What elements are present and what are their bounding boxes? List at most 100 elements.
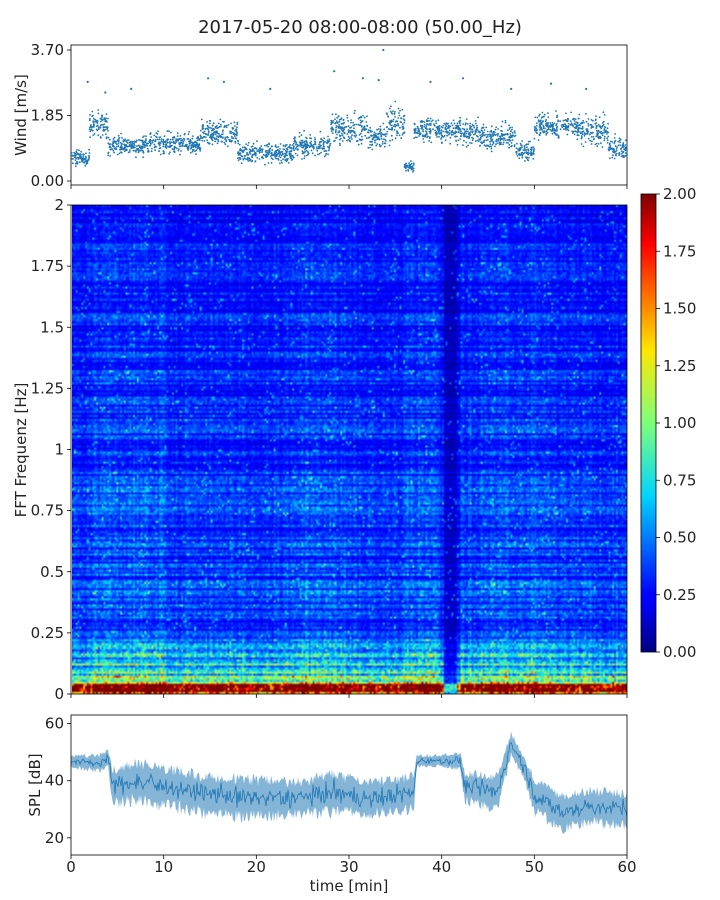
wind-point xyxy=(510,145,512,148)
wind-point xyxy=(347,125,350,128)
wind-point xyxy=(619,141,621,144)
wind-point xyxy=(271,158,274,161)
wind-point xyxy=(100,120,102,123)
wind-point xyxy=(94,118,96,121)
wind-point xyxy=(270,157,273,160)
wind-point xyxy=(306,145,309,148)
wind-point xyxy=(489,143,492,146)
wind-point xyxy=(334,139,336,142)
wind-point xyxy=(159,142,162,145)
wind-point xyxy=(153,134,156,137)
wind-point xyxy=(388,144,391,147)
wind-point xyxy=(102,129,105,132)
wind-point xyxy=(342,123,344,125)
wind-point xyxy=(143,135,145,138)
wind-point xyxy=(214,133,217,136)
wind-point xyxy=(533,125,536,128)
wind-point xyxy=(334,122,336,125)
wind-point xyxy=(265,153,267,156)
wind-point xyxy=(304,147,307,150)
wind-point xyxy=(435,134,438,137)
wind-point xyxy=(253,150,256,153)
wind-point xyxy=(223,141,226,144)
wind-point xyxy=(369,126,372,129)
wind-point xyxy=(96,122,99,125)
wind-point xyxy=(92,114,94,117)
wind-point xyxy=(466,128,468,131)
wind-point xyxy=(445,122,448,125)
wind-point xyxy=(562,128,565,131)
wind-point xyxy=(508,138,511,141)
wind-point xyxy=(507,142,509,144)
wind-point xyxy=(355,134,358,137)
wind-point xyxy=(379,130,381,133)
wind-point xyxy=(529,152,531,155)
wind-point xyxy=(546,131,549,134)
wind-point xyxy=(402,127,405,130)
wind-point xyxy=(554,132,556,135)
wind-point xyxy=(116,153,119,156)
wind-point xyxy=(200,118,203,121)
wind-point xyxy=(343,132,346,135)
wind-point xyxy=(192,135,194,138)
wind-point xyxy=(545,130,548,133)
wind-point xyxy=(595,124,598,127)
x-tick-label: 10 xyxy=(154,858,173,876)
wind-point xyxy=(128,151,131,153)
wind-point xyxy=(469,122,472,125)
wind-point xyxy=(434,132,437,135)
wind-point xyxy=(494,128,497,131)
wind-point xyxy=(525,143,527,146)
spectrogram-y-tick-label: 0.75 xyxy=(31,502,64,520)
wind-point xyxy=(614,145,617,148)
wind-point xyxy=(142,151,145,154)
wind-point xyxy=(549,128,552,131)
wind-point xyxy=(168,130,170,133)
wind-point xyxy=(76,149,78,151)
wind-point xyxy=(211,124,214,127)
wind-point xyxy=(586,132,589,135)
wind-point xyxy=(608,143,611,146)
wind-point xyxy=(92,134,95,137)
wind-point xyxy=(222,129,225,132)
wind-point xyxy=(264,144,266,147)
wind-point xyxy=(167,138,170,141)
wind-point xyxy=(92,125,95,128)
wind-point xyxy=(452,127,455,130)
wind-point xyxy=(75,162,77,165)
wind-point xyxy=(237,151,240,154)
wind-point xyxy=(517,148,519,151)
wind-point xyxy=(494,134,497,137)
wind-point xyxy=(271,149,274,151)
wind-point xyxy=(230,132,233,135)
wind-point xyxy=(360,115,362,118)
wind-point xyxy=(214,140,217,143)
wind-point xyxy=(595,129,598,132)
wind-point xyxy=(154,149,157,152)
wind-point xyxy=(195,141,198,144)
wind-point xyxy=(555,110,557,112)
wind-point xyxy=(350,136,353,138)
wind-point xyxy=(585,112,587,115)
wind-point xyxy=(222,120,224,123)
wind-point xyxy=(501,138,503,141)
wind-point xyxy=(214,126,217,129)
wind-point xyxy=(286,147,289,150)
wind-point xyxy=(312,143,315,146)
wind-point xyxy=(467,136,470,138)
wind-point xyxy=(70,152,73,154)
wind-point xyxy=(158,141,160,144)
wind-point xyxy=(595,135,598,138)
wind-point xyxy=(163,141,166,144)
wind-point xyxy=(536,116,539,119)
wind-point xyxy=(596,131,599,133)
wind-point xyxy=(579,127,581,130)
wind-point xyxy=(519,154,521,157)
wind-point xyxy=(583,134,586,137)
wind-point xyxy=(357,143,360,146)
wind-point xyxy=(82,155,85,158)
wind-point xyxy=(510,87,513,90)
wind-point xyxy=(295,146,298,149)
wind-point xyxy=(279,156,282,159)
wind-point xyxy=(180,150,182,152)
